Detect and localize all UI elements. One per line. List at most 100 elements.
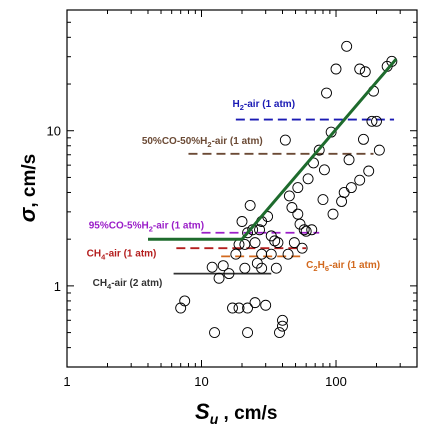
- x-tick-label: 100: [325, 374, 347, 389]
- x-axis-title: Su , cm/s: [195, 399, 277, 427]
- data-point: [300, 225, 312, 237]
- data-point: [371, 115, 382, 127]
- data-point: [256, 248, 268, 260]
- data-point: [249, 237, 261, 249]
- data-point: [256, 262, 268, 274]
- data-points: [175, 40, 398, 339]
- reference-label-part: C: [306, 260, 313, 271]
- y-tick-label: 1: [54, 279, 61, 294]
- data-point: [321, 87, 332, 99]
- reference-label-part: CH: [87, 248, 101, 259]
- reference-label: 50%CO-50%H2-air (1 atm): [142, 136, 263, 149]
- data-point: [318, 164, 330, 176]
- reference-label: 95%CO-5%H2-air (1 atm): [89, 220, 204, 233]
- reference-label-part: H: [318, 260, 325, 271]
- reference-label-part: -air (1 atm): [329, 260, 380, 271]
- reference-label-part: 4: [101, 252, 106, 261]
- reference-label-part: -air (1 atm): [105, 248, 156, 259]
- data-point: [358, 133, 369, 145]
- data-point: [274, 327, 285, 339]
- data-point: [338, 187, 350, 198]
- data-point: [286, 202, 298, 213]
- reference-label-part: 2: [313, 264, 317, 273]
- data-point: [277, 314, 288, 326]
- data-point: [330, 63, 342, 75]
- fit-line: [148, 58, 398, 241]
- data-point: [277, 320, 288, 332]
- data-point: [230, 248, 242, 260]
- data-point: [336, 196, 348, 207]
- y-axis-title: σ, cm/s: [15, 154, 40, 222]
- data-point: [217, 260, 229, 272]
- data-point: [292, 182, 304, 194]
- reference-label-part: 4: [107, 282, 112, 291]
- data-point: [272, 237, 284, 249]
- reference-label-part: 2: [149, 224, 153, 233]
- x-tick-label: 1: [63, 374, 70, 389]
- data-point: [327, 208, 339, 220]
- data-point: [373, 144, 385, 156]
- data-point: [363, 165, 375, 177]
- data-point: [317, 194, 329, 206]
- reference-label-part: 2: [207, 140, 211, 149]
- reference-label-part: 6: [325, 264, 329, 273]
- data-point: [302, 173, 314, 185]
- reference-label-part: 50%CO-50%H: [142, 136, 208, 147]
- reference-label: CH4-air (1 atm): [87, 248, 157, 261]
- data-point: [209, 327, 220, 339]
- data-point: [223, 268, 235, 280]
- data-point: [288, 237, 300, 249]
- data-point: [265, 248, 277, 260]
- reference-label: CH4-air (2 atm): [93, 278, 163, 291]
- data-point: [249, 297, 261, 309]
- axis-ticks: 1 10 100 1 10: [47, 9, 418, 389]
- data-point: [206, 261, 218, 273]
- data-point: [279, 134, 291, 146]
- data-point: [244, 199, 256, 211]
- reference-label-part: CH: [93, 278, 107, 289]
- data-point: [341, 40, 353, 52]
- data-point: [270, 262, 282, 274]
- data-point: [213, 272, 225, 284]
- data-point: [359, 66, 371, 78]
- data-point: [345, 182, 357, 194]
- plot-frame: [66, 9, 418, 368]
- reference-label-part: 2: [240, 103, 244, 112]
- reference-label-part: H: [233, 99, 240, 110]
- x-tick-label: 10: [194, 374, 208, 389]
- data-point: [354, 174, 366, 186]
- reference-label: C2H6-air (1 atm): [306, 260, 380, 273]
- reference-label-part: -air (1 atm): [244, 99, 295, 110]
- data-point: [296, 242, 308, 254]
- data-point: [343, 154, 355, 166]
- data-point: [242, 327, 254, 339]
- fit-line-group: [148, 58, 398, 241]
- data-point: [227, 302, 238, 314]
- data-point: [239, 238, 251, 250]
- data-point: [175, 302, 187, 314]
- data-point: [260, 299, 272, 311]
- data-point: [366, 115, 378, 127]
- data-point: [179, 295, 191, 307]
- data-point: [292, 208, 304, 220]
- reference-label-part: -air (2 atm): [111, 278, 162, 289]
- data-point: [354, 63, 366, 75]
- data-point: [242, 227, 254, 239]
- data-point: [294, 218, 306, 230]
- data-point: [283, 190, 295, 202]
- reference-label-part: 95%CO-5%H: [89, 220, 149, 231]
- data-point: [236, 216, 248, 227]
- reference-label-part: -air (1 atm): [153, 220, 204, 231]
- reference-labels: H2-air (1 atm)50%CO-50%H2-air (1 atm)95%…: [87, 99, 380, 291]
- reference-label-part: -air (1 atm): [212, 136, 263, 147]
- reference-label: H2-air (1 atm): [233, 99, 296, 112]
- data-point: [233, 302, 245, 314]
- y-tick-label: 10: [47, 124, 61, 139]
- data-point: [254, 224, 265, 236]
- data-point: [239, 262, 251, 274]
- data-point: [242, 302, 254, 314]
- data-point: [282, 248, 294, 260]
- data-point: [306, 224, 318, 236]
- data-point: [313, 144, 325, 156]
